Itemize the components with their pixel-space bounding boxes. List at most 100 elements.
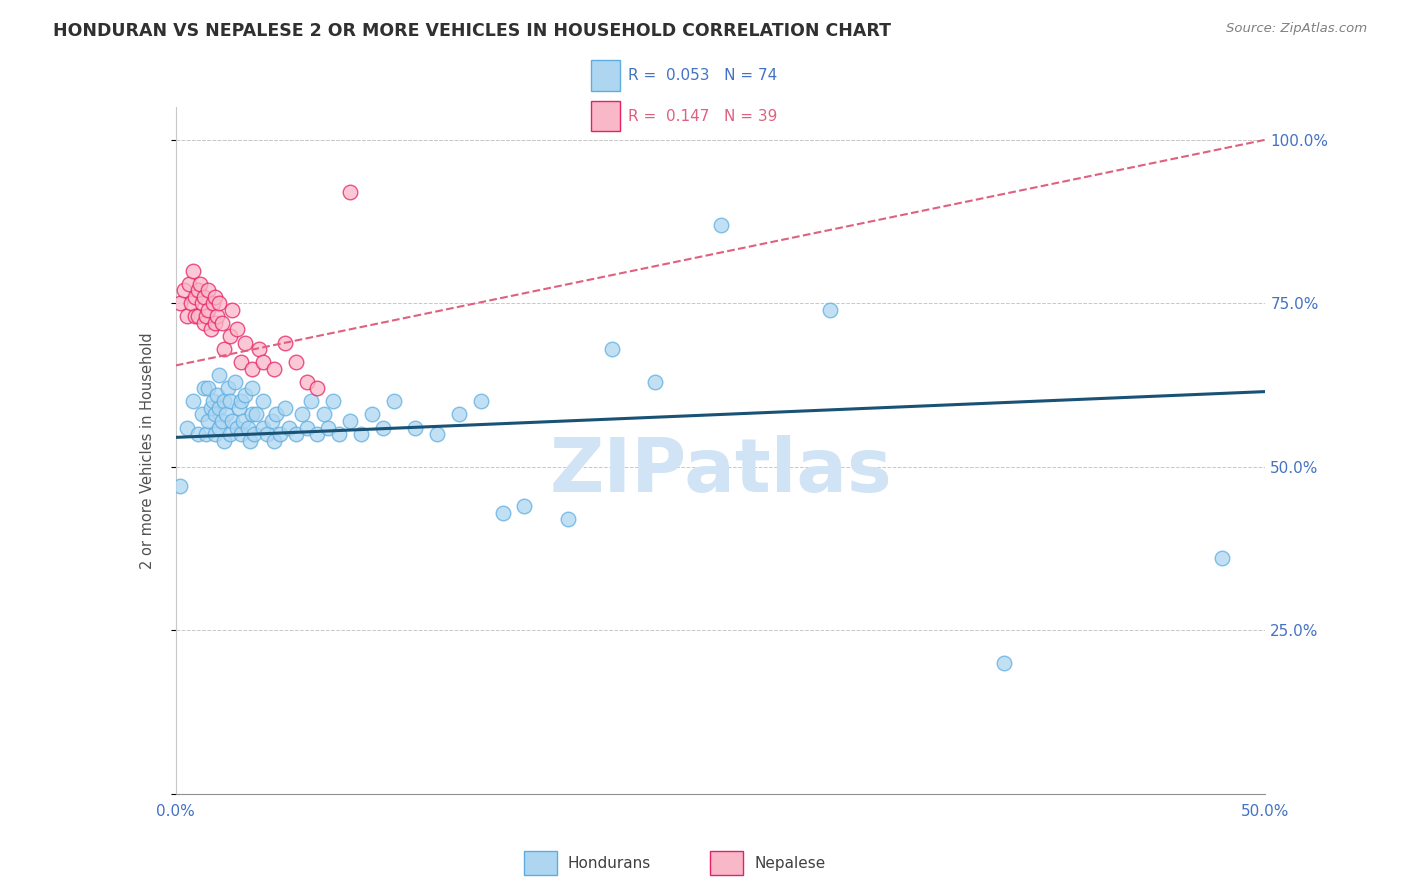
Point: [176, 420, 198, 434]
Point: [204, 290, 226, 304]
Text: R =  0.053   N = 74: R = 0.053 N = 74: [627, 68, 778, 83]
Point: [225, 420, 247, 434]
Point: [186, 310, 209, 324]
Point: [240, 361, 263, 376]
Bar: [524, 851, 557, 875]
Point: [224, 375, 246, 389]
Point: [181, 394, 204, 409]
Point: [312, 408, 335, 422]
Point: [513, 499, 536, 513]
Point: [278, 420, 301, 434]
Point: [256, 427, 278, 442]
Point: [200, 322, 222, 336]
Point: [284, 355, 307, 369]
Point: [492, 506, 515, 520]
Point: [245, 408, 267, 422]
Point: [263, 361, 285, 376]
Point: [195, 427, 218, 442]
Point: [221, 302, 243, 317]
Point: [212, 434, 235, 448]
Point: [232, 414, 254, 428]
Point: [197, 283, 219, 297]
Point: [295, 375, 318, 389]
Point: [299, 394, 322, 409]
Text: Source: ZipAtlas.com: Source: ZipAtlas.com: [1226, 22, 1367, 36]
Text: ZIPatlas: ZIPatlas: [550, 434, 891, 508]
Point: [176, 310, 198, 324]
Point: [219, 394, 242, 409]
Point: [235, 388, 257, 402]
Point: [191, 408, 214, 422]
Point: [186, 283, 209, 297]
Point: [291, 408, 314, 422]
Point: [219, 329, 242, 343]
Point: [193, 381, 215, 395]
Point: [252, 355, 274, 369]
Point: [193, 316, 215, 330]
Point: [200, 401, 222, 415]
Point: [225, 322, 247, 336]
Point: [181, 263, 204, 277]
Point: [193, 290, 215, 304]
Point: [295, 420, 318, 434]
Point: [260, 414, 283, 428]
Point: [215, 408, 238, 422]
Point: [240, 408, 263, 422]
Point: [339, 414, 361, 428]
Point: [371, 420, 394, 434]
Point: [405, 420, 427, 434]
Point: [818, 302, 841, 317]
Point: [993, 656, 1015, 670]
Point: [252, 394, 274, 409]
Point: [217, 381, 239, 395]
Point: [208, 296, 231, 310]
Point: [201, 394, 224, 409]
Point: [307, 427, 329, 442]
Point: [264, 408, 287, 422]
Point: [426, 427, 449, 442]
Text: R =  0.147   N = 39: R = 0.147 N = 39: [627, 109, 778, 124]
Bar: [592, 101, 620, 131]
Point: [186, 427, 209, 442]
Point: [284, 427, 307, 442]
Point: [180, 296, 202, 310]
Point: [197, 414, 219, 428]
Point: [191, 296, 214, 310]
Point: [231, 355, 253, 369]
Point: [212, 342, 235, 356]
Point: [447, 408, 470, 422]
Point: [322, 394, 344, 409]
Point: [204, 408, 226, 422]
Text: HONDURAN VS NEPALESE 2 OR MORE VEHICLES IN HOUSEHOLD CORRELATION CHART: HONDURAN VS NEPALESE 2 OR MORE VEHICLES …: [53, 22, 891, 40]
Bar: [710, 851, 744, 875]
Point: [274, 335, 297, 350]
Point: [243, 427, 266, 442]
Point: [184, 290, 207, 304]
Point: [231, 427, 253, 442]
Point: [247, 342, 270, 356]
Point: [195, 310, 218, 324]
Bar: [592, 61, 620, 91]
Point: [328, 427, 350, 442]
Point: [236, 420, 259, 434]
Point: [228, 401, 250, 415]
Point: [644, 375, 666, 389]
Point: [205, 310, 228, 324]
Point: [211, 414, 233, 428]
Point: [208, 368, 231, 383]
Point: [188, 277, 211, 291]
Point: [239, 434, 262, 448]
Point: [219, 427, 242, 442]
Point: [211, 316, 233, 330]
Point: [184, 310, 207, 324]
Point: [212, 394, 235, 409]
Point: [169, 479, 191, 493]
Point: [208, 420, 231, 434]
Point: [307, 381, 329, 395]
Point: [339, 185, 361, 199]
Point: [204, 316, 226, 330]
Point: [318, 420, 340, 434]
Point: [204, 427, 226, 442]
Point: [169, 296, 191, 310]
Point: [208, 401, 231, 415]
